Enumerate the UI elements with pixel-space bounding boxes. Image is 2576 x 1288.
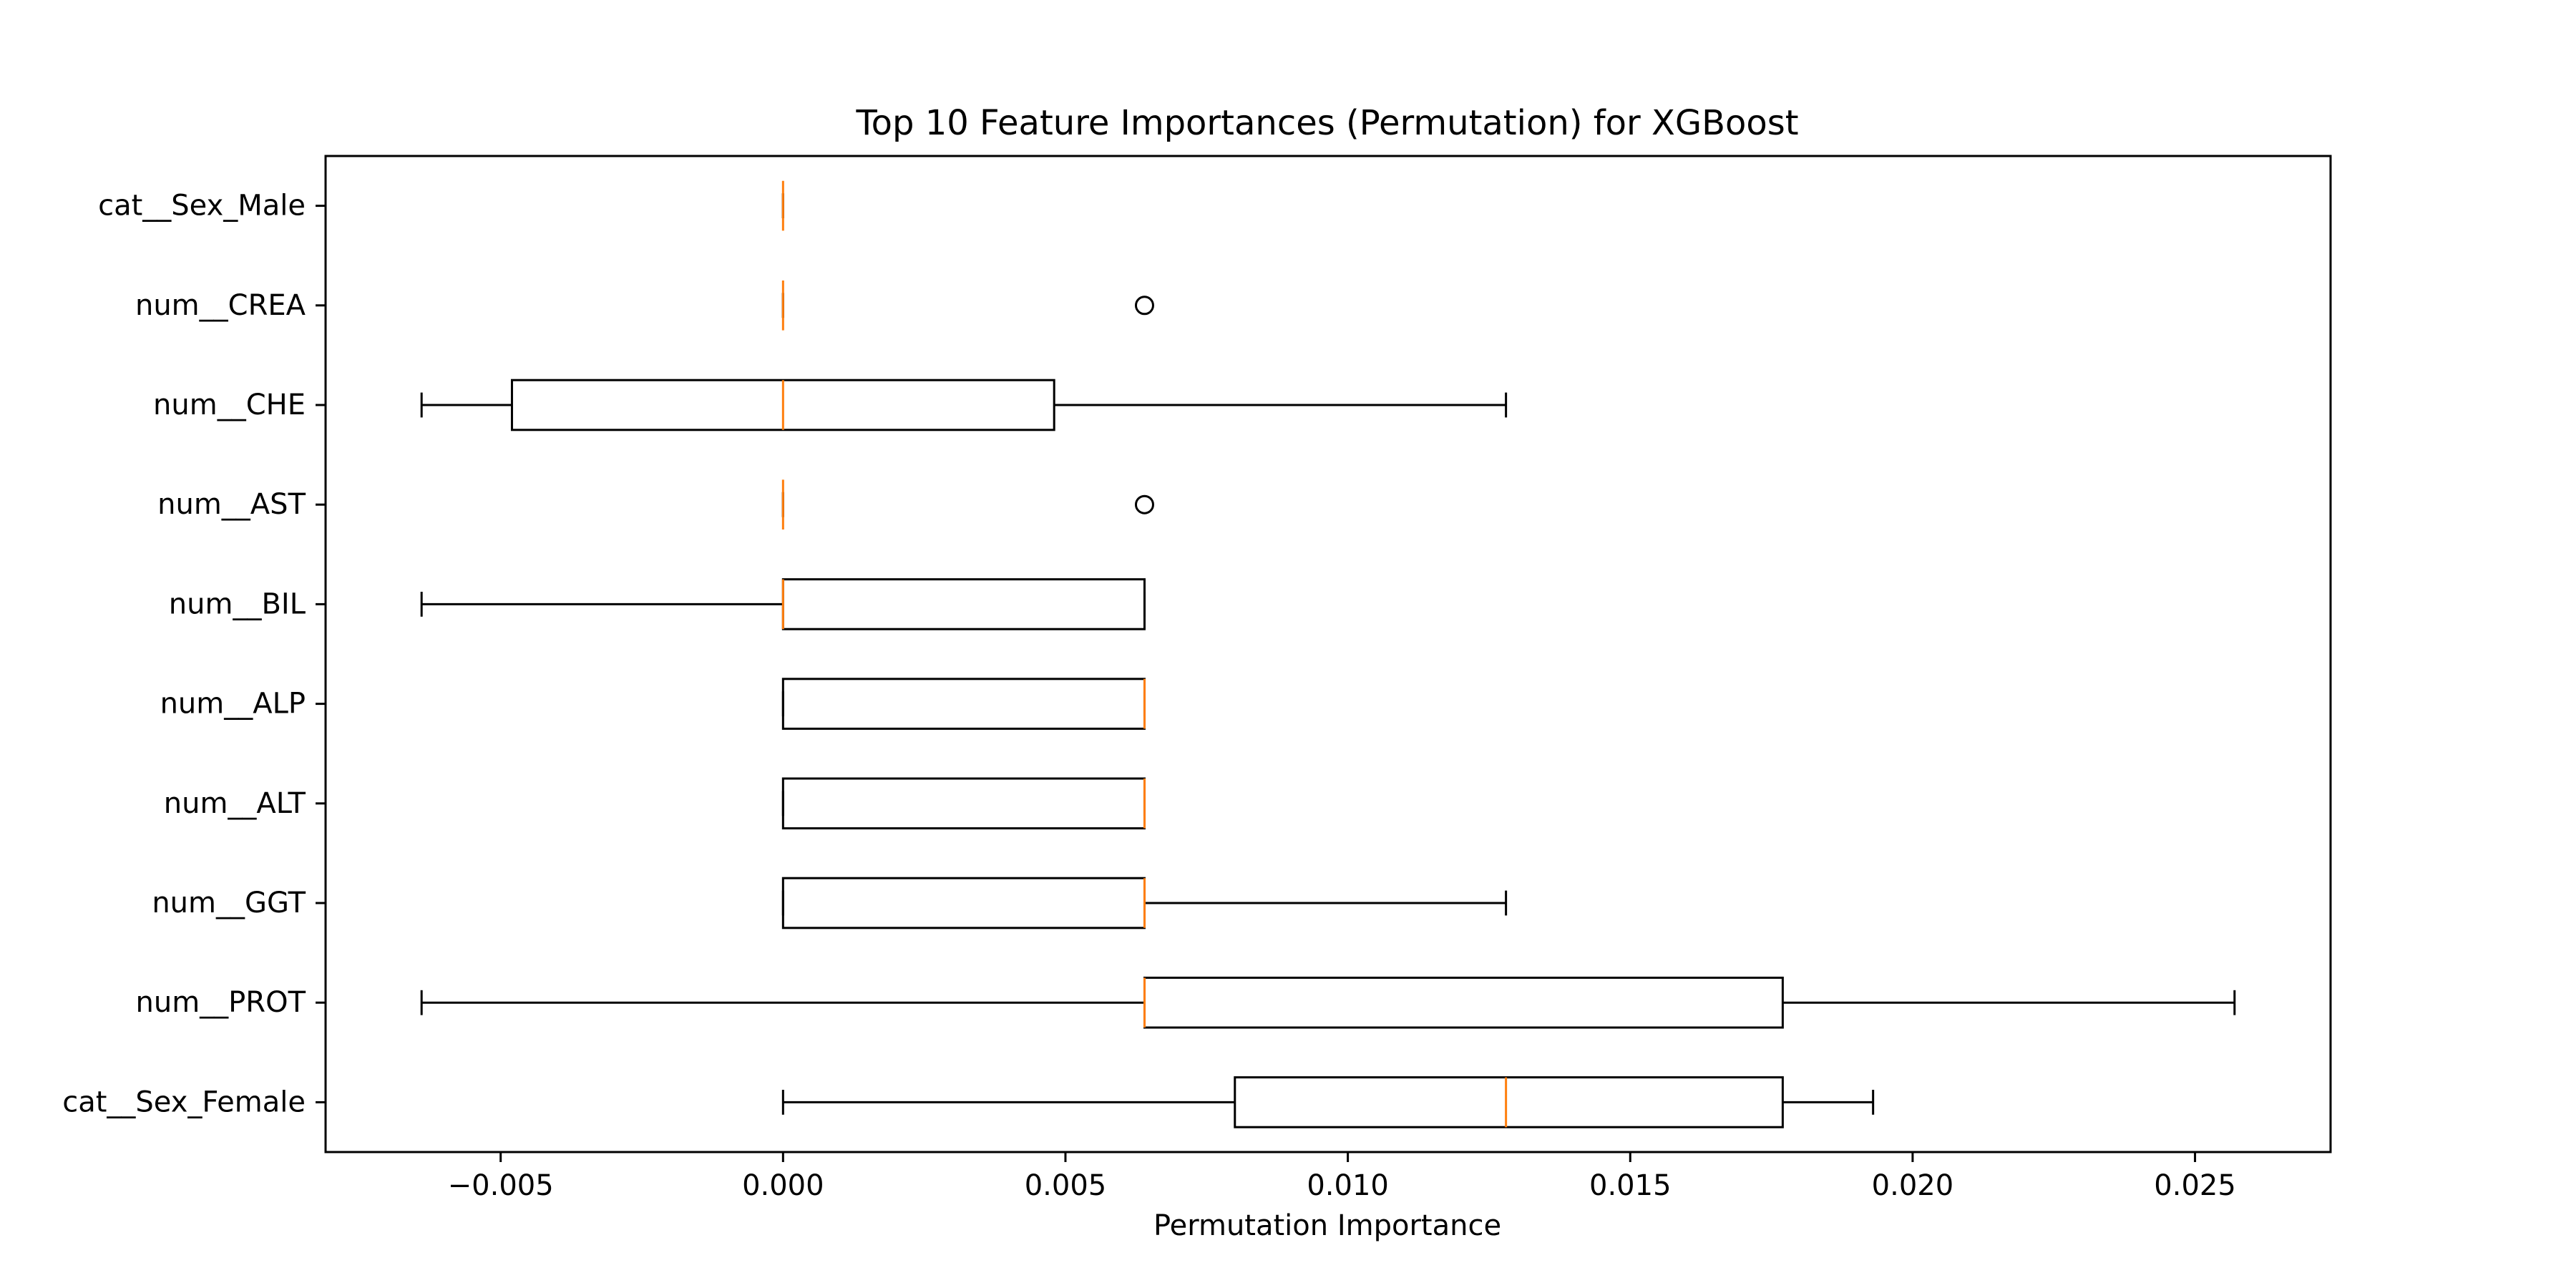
box-group bbox=[781, 777, 1146, 830]
x-tick-label: 0.015 bbox=[1589, 1169, 1672, 1202]
y-tick-label: num__CHE bbox=[153, 389, 306, 421]
y-tick-label: num__CREA bbox=[135, 289, 306, 322]
box-iqr bbox=[781, 777, 1146, 830]
box-iqr bbox=[781, 678, 1146, 730]
x-tick-label: −0.005 bbox=[448, 1169, 554, 1202]
plot-frame bbox=[324, 155, 2332, 1153]
y-tick-label: cat__Sex_Male bbox=[98, 190, 306, 223]
x-tick-label: 0.020 bbox=[1872, 1169, 1954, 1202]
x-tick-label: 0.025 bbox=[2154, 1169, 2236, 1202]
box-iqr bbox=[1234, 1076, 1784, 1128]
y-tick-label: num__GGT bbox=[152, 887, 306, 919]
y-tick-label: num__PROT bbox=[136, 986, 306, 1019]
box-group bbox=[781, 678, 1146, 730]
box-group bbox=[420, 379, 1508, 431]
x-tick-label: 0.000 bbox=[742, 1169, 824, 1202]
x-tick-label: 0.010 bbox=[1307, 1169, 1389, 1202]
box-group bbox=[781, 877, 1508, 930]
box-group bbox=[781, 1076, 1875, 1128]
plot-area bbox=[420, 180, 2236, 1128]
outlier-point bbox=[1134, 494, 1154, 514]
y-tick-label: num__BIL bbox=[169, 587, 306, 620]
box-group bbox=[781, 280, 1154, 331]
box-iqr bbox=[781, 578, 1146, 630]
y-tick-label: num__ALT bbox=[164, 787, 306, 820]
outlier-point bbox=[1134, 296, 1154, 316]
y-tick-label: cat__Sex_Female bbox=[62, 1085, 306, 1118]
y-axis: cat__Sex_Male num__CREA num__CHE num__ASTnu… bbox=[62, 190, 326, 1118]
box-group bbox=[420, 976, 2236, 1029]
box-group bbox=[781, 479, 1154, 530]
x-axis: −0.005 0.000 0.005 0.010 0.015 0.020 0.025 bbox=[448, 1152, 2236, 1202]
y-tick-label: num__ALP bbox=[160, 688, 306, 721]
x-axis-label: Permutation Importance bbox=[1153, 1209, 1501, 1242]
x-tick-label: 0.005 bbox=[1025, 1169, 1107, 1202]
box-iqr bbox=[1143, 976, 1784, 1029]
y-tick-label: num__AST bbox=[157, 488, 306, 521]
box-group bbox=[420, 578, 1146, 630]
chart-title: Top 10 Feature Importances (Permutation)… bbox=[855, 103, 1798, 143]
box-iqr bbox=[781, 877, 1146, 930]
